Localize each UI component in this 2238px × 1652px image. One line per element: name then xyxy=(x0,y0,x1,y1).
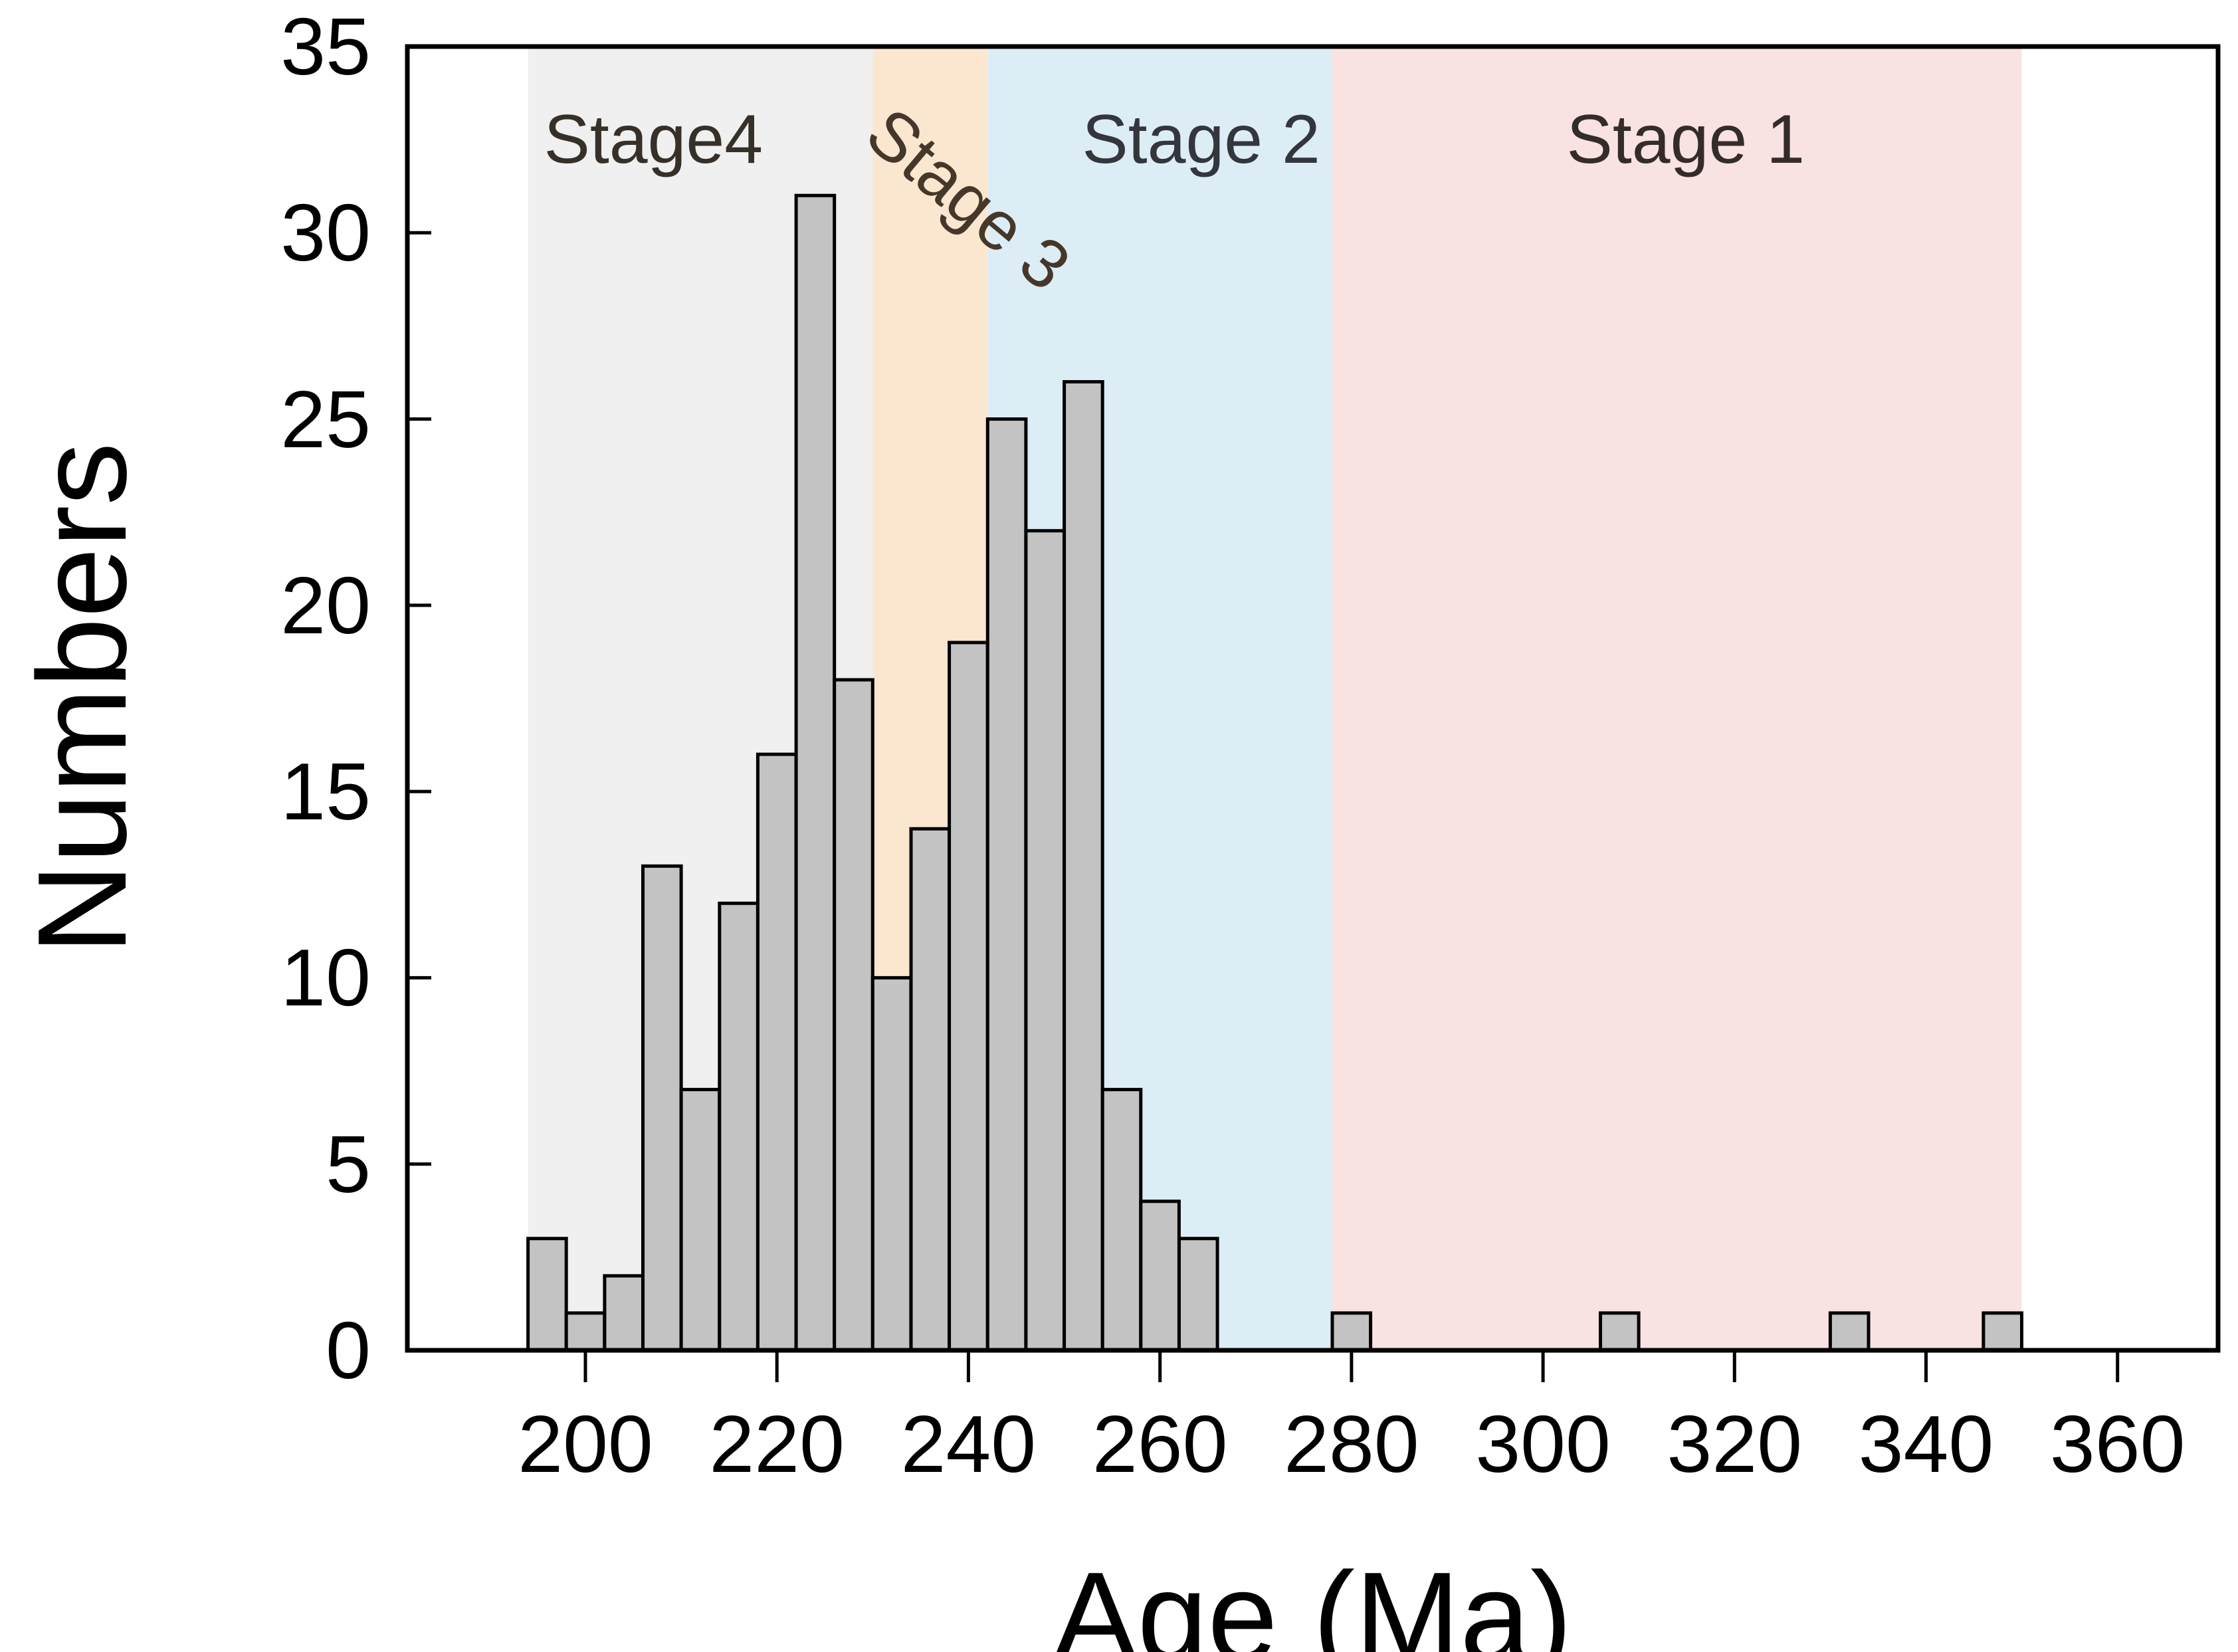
x-tick-label: 300 xyxy=(1475,1399,1611,1489)
histogram-bar xyxy=(1599,1311,1641,1352)
x-tick-label: 200 xyxy=(518,1399,653,1489)
stage-band xyxy=(1332,47,2022,1350)
histogram-bar xyxy=(794,193,837,1352)
histogram-bar xyxy=(679,1088,722,1352)
histogram-bar xyxy=(1024,529,1067,1352)
y-tick-label: 5 xyxy=(326,1118,371,1209)
x-tick-label: 360 xyxy=(2049,1399,2186,1489)
y-tick-label: 20 xyxy=(280,560,371,651)
histogram-bar xyxy=(1100,1088,1143,1352)
histogram-bar xyxy=(985,417,1028,1352)
histogram-bar xyxy=(909,827,952,1352)
x-tick-label: 260 xyxy=(1092,1399,1228,1489)
y-tick-label: 15 xyxy=(280,746,371,837)
histogram-bar xyxy=(641,864,683,1352)
x-tick-label: 280 xyxy=(1284,1399,1419,1489)
histogram-bar xyxy=(564,1311,607,1352)
x-axis-title: Age (Ma) xyxy=(1053,1546,1573,1652)
histogram-bar xyxy=(756,752,798,1352)
stage-band-label-stage4: Stage4 xyxy=(544,101,763,179)
y-tick-label: 10 xyxy=(280,932,371,1023)
histogram-bar xyxy=(1177,1237,1219,1352)
plot-border xyxy=(405,44,2221,1353)
histogram-bar xyxy=(870,976,913,1352)
y-axis-title: Numbers xyxy=(12,442,153,955)
y-tick-label: 35 xyxy=(280,1,371,92)
histogram-bar xyxy=(1982,1311,2023,1352)
y-tick-label: 0 xyxy=(326,1305,371,1395)
histogram-bar xyxy=(1139,1199,1181,1352)
histogram-bar xyxy=(526,1237,568,1352)
x-tick-label: 340 xyxy=(1858,1399,1994,1489)
x-tick-label: 320 xyxy=(1667,1399,1803,1489)
histogram-bar xyxy=(833,678,874,1352)
x-tick-label: 240 xyxy=(900,1399,1037,1489)
histogram-bar xyxy=(948,641,989,1352)
y-tick-label: 30 xyxy=(280,187,371,278)
histogram-bar xyxy=(1828,1311,1871,1352)
x-tick-label: 220 xyxy=(709,1399,845,1489)
histogram-bar xyxy=(1330,1311,1373,1352)
stage-band-label-stage2: Stage 2 xyxy=(1082,101,1320,179)
histogram-bar xyxy=(603,1274,645,1352)
histogram-bar xyxy=(718,901,760,1352)
stage-band-label-stage1: Stage 1 xyxy=(1566,101,1805,179)
histogram-bar xyxy=(1063,380,1104,1352)
y-tick-label: 25 xyxy=(280,373,371,465)
